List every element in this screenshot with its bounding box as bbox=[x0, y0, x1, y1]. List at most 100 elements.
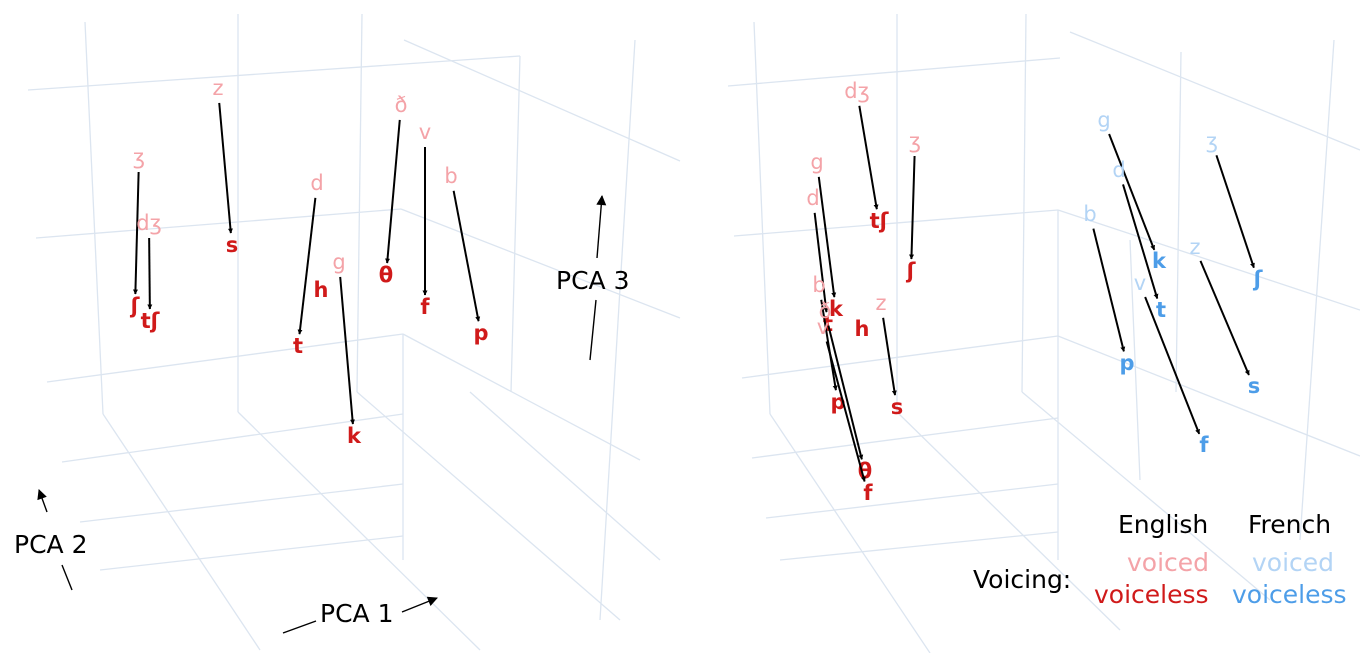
grid-line bbox=[1021, 391, 1271, 601]
pca3-axis-tail bbox=[589, 299, 597, 361]
right-arrow-english-2 bbox=[817, 176, 837, 298]
grid-line bbox=[403, 39, 681, 162]
right-label-voiceless-french: ʃ bbox=[1253, 267, 1264, 291]
right-label-voiced-english: dʒ bbox=[844, 79, 869, 103]
pca2-axis-label: PCA 2 bbox=[14, 530, 88, 559]
left-label-voiced-english: dʒ bbox=[136, 211, 161, 235]
left-arrow-english-5 bbox=[385, 119, 401, 264]
grid-line bbox=[751, 417, 1059, 459]
grid-line bbox=[1057, 209, 1360, 311]
grid-line bbox=[753, 21, 771, 415]
grid-line bbox=[733, 209, 1059, 237]
right-label-voiced-french: d bbox=[1112, 158, 1125, 182]
right-label-unpaired: h bbox=[855, 317, 870, 341]
right-arrow-english-3 bbox=[813, 212, 829, 313]
right-label-voiced-english: ʒ bbox=[909, 129, 921, 153]
grid-line bbox=[356, 391, 621, 621]
right-arrow-english-1 bbox=[909, 155, 916, 260]
grid-line bbox=[599, 39, 636, 621]
right-label-voiced-english: g bbox=[810, 150, 823, 174]
pca2-axis-arrow bbox=[37, 489, 48, 513]
grid-line bbox=[400, 208, 681, 319]
left-label-voiceless-english: p bbox=[473, 321, 488, 345]
right-label-voiceless-french: k bbox=[1152, 249, 1167, 273]
grid-line bbox=[27, 55, 521, 91]
left-panel-marks: z s ʒ ʃ dʒ tʃ d t g k ð θ v f b p h bbox=[130, 76, 489, 448]
grid-line bbox=[1057, 335, 1360, 457]
right-label-voiceless-english: t bbox=[823, 312, 833, 336]
right-arrow-english-6 bbox=[825, 341, 866, 482]
left-label-voiced-english: z bbox=[212, 76, 223, 100]
left-label-voiceless-english: f bbox=[420, 295, 430, 319]
left-arrow-english-7 bbox=[452, 190, 481, 322]
grid-line bbox=[237, 411, 481, 651]
left-label-voiceless-english: tʃ bbox=[141, 309, 161, 333]
right-arrow-english-0 bbox=[858, 105, 879, 210]
left-label-voiceless-english: θ bbox=[379, 263, 393, 287]
grid-left-panel bbox=[27, 13, 681, 651]
right-label-voiceless-english: ʃ bbox=[906, 259, 917, 283]
left-arrow-english-2 bbox=[147, 237, 153, 310]
left-label-voiced-english: b bbox=[444, 164, 457, 188]
grid-line bbox=[84, 21, 104, 415]
right-label-voiceless-english: tʃ bbox=[870, 209, 890, 233]
grid-line bbox=[1175, 51, 1182, 393]
grid-line bbox=[769, 413, 931, 653]
left-label-unpaired: h bbox=[314, 278, 329, 302]
right-label-voiceless-english: k bbox=[829, 297, 844, 321]
legend: Voicing: English French voiced voiceless… bbox=[973, 510, 1347, 609]
legend-col-french: French bbox=[1248, 510, 1331, 539]
right-arrow-english-7 bbox=[882, 317, 897, 396]
pca3-axis-label: PCA 3 bbox=[556, 266, 630, 295]
grid-line bbox=[46, 333, 404, 383]
left-arrow-english-3 bbox=[297, 197, 317, 335]
grid-line bbox=[1299, 39, 1335, 541]
right-label-voiceless-french: f bbox=[1199, 433, 1209, 457]
grid-line bbox=[765, 483, 1059, 519]
left-arrow-english-0 bbox=[218, 102, 233, 234]
pca1-axis-label: PCA 1 bbox=[320, 599, 394, 628]
left-label-voiced-english: v bbox=[419, 120, 431, 144]
grid-line bbox=[61, 413, 404, 463]
grid-line bbox=[356, 13, 363, 393]
right-label-voiced-english: z bbox=[875, 291, 886, 315]
left-label-voiced-english: d bbox=[310, 171, 323, 195]
legend-english-voiceless: voiceless bbox=[1094, 580, 1209, 609]
grid-line bbox=[79, 483, 404, 523]
right-arrow-french-9 bbox=[1122, 184, 1159, 300]
pca2-axis-tail bbox=[61, 564, 73, 591]
grid-line bbox=[99, 535, 404, 571]
right-label-voiced-english: d bbox=[806, 186, 819, 210]
right-label-voiceless-french: p bbox=[1119, 351, 1134, 375]
pca1-axis-tail bbox=[282, 620, 317, 634]
right-label-voiced-french: ʒ bbox=[1206, 129, 1218, 153]
grid-line bbox=[896, 411, 1121, 631]
legend-english-voiced: voiced bbox=[1127, 548, 1209, 577]
grid-line bbox=[35, 208, 402, 239]
right-arrow-french-10 bbox=[1092, 228, 1126, 352]
right-arrow-french-8 bbox=[1108, 133, 1156, 251]
axis-indicators: PCA 1 PCA 2 PCA 3 bbox=[14, 195, 630, 634]
grid-right-panel bbox=[727, 13, 1360, 653]
grid-line bbox=[1069, 31, 1360, 151]
left-label-voiceless-english: s bbox=[226, 233, 239, 257]
right-label-voiceless-french: t bbox=[1156, 298, 1166, 322]
legend-french-voiceless: voiceless bbox=[1232, 580, 1347, 609]
right-arrow-english-5 bbox=[827, 325, 864, 460]
legend-col-english: English bbox=[1118, 510, 1208, 539]
right-label-voiced-french: v bbox=[1134, 271, 1146, 295]
left-label-voiceless-english: k bbox=[347, 424, 362, 448]
left-label-voiced-english: g bbox=[332, 250, 345, 274]
grid-line bbox=[469, 391, 661, 561]
left-label-voiceless-english: t bbox=[293, 334, 303, 358]
right-arrow-french-12 bbox=[1215, 154, 1255, 269]
left-label-voiceless-english: ʃ bbox=[130, 294, 141, 318]
pca1-axis-arrow bbox=[401, 596, 438, 613]
grid-line bbox=[1021, 13, 1027, 393]
grid-line bbox=[727, 57, 1061, 87]
right-label-voiced-french: b bbox=[1083, 202, 1096, 226]
right-label-voiced-english: b bbox=[812, 273, 825, 297]
left-arrow-english-4 bbox=[339, 276, 355, 425]
